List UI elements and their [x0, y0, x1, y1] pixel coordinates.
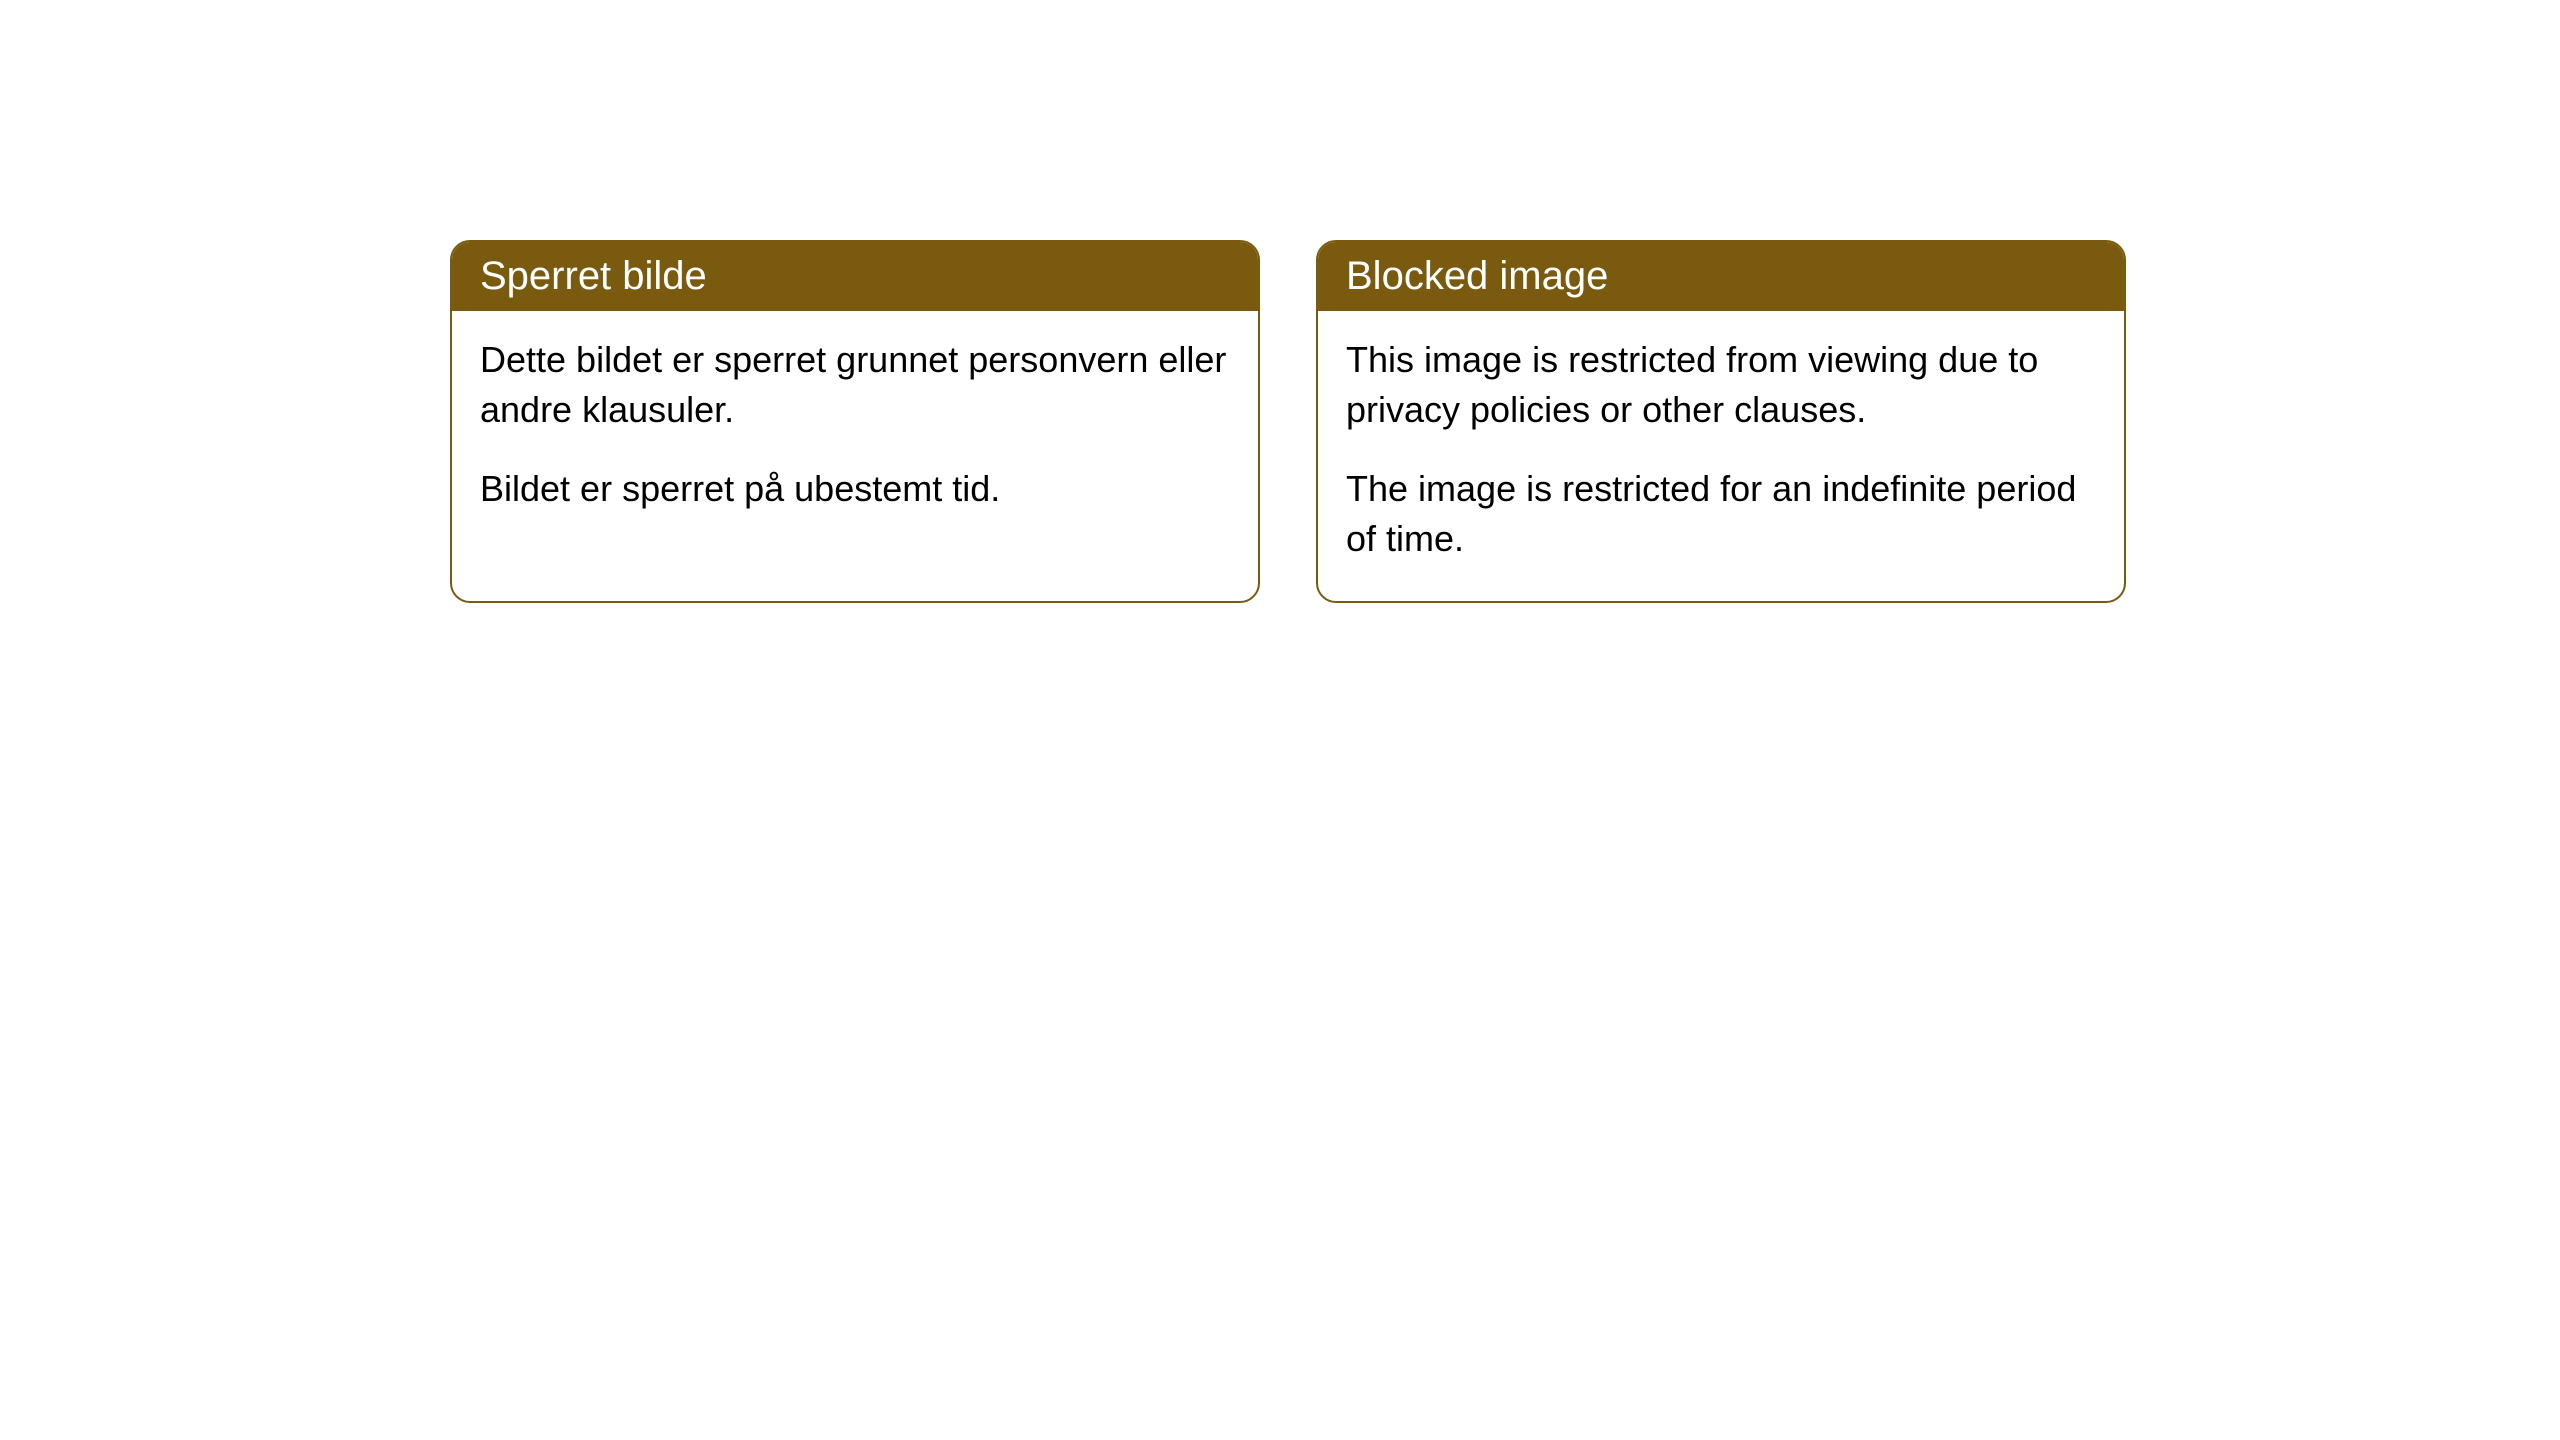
notice-cards-container: Sperret bilde Dette bildet er sperret gr…: [450, 240, 2126, 603]
card-paragraph: This image is restricted from viewing du…: [1346, 335, 2096, 436]
card-title: Sperret bilde: [480, 254, 707, 298]
card-paragraph: The image is restricted for an indefinit…: [1346, 464, 2096, 565]
card-paragraph: Bildet er sperret på ubestemt tid.: [480, 464, 1230, 514]
blocked-image-card-norwegian: Sperret bilde Dette bildet er sperret gr…: [450, 240, 1260, 603]
card-body-norwegian: Dette bildet er sperret grunnet personve…: [452, 311, 1258, 550]
card-body-english: This image is restricted from viewing du…: [1318, 311, 2124, 601]
card-title: Blocked image: [1346, 254, 1608, 298]
card-header-norwegian: Sperret bilde: [452, 242, 1258, 311]
blocked-image-card-english: Blocked image This image is restricted f…: [1316, 240, 2126, 603]
card-paragraph: Dette bildet er sperret grunnet personve…: [480, 335, 1230, 436]
card-header-english: Blocked image: [1318, 242, 2124, 311]
